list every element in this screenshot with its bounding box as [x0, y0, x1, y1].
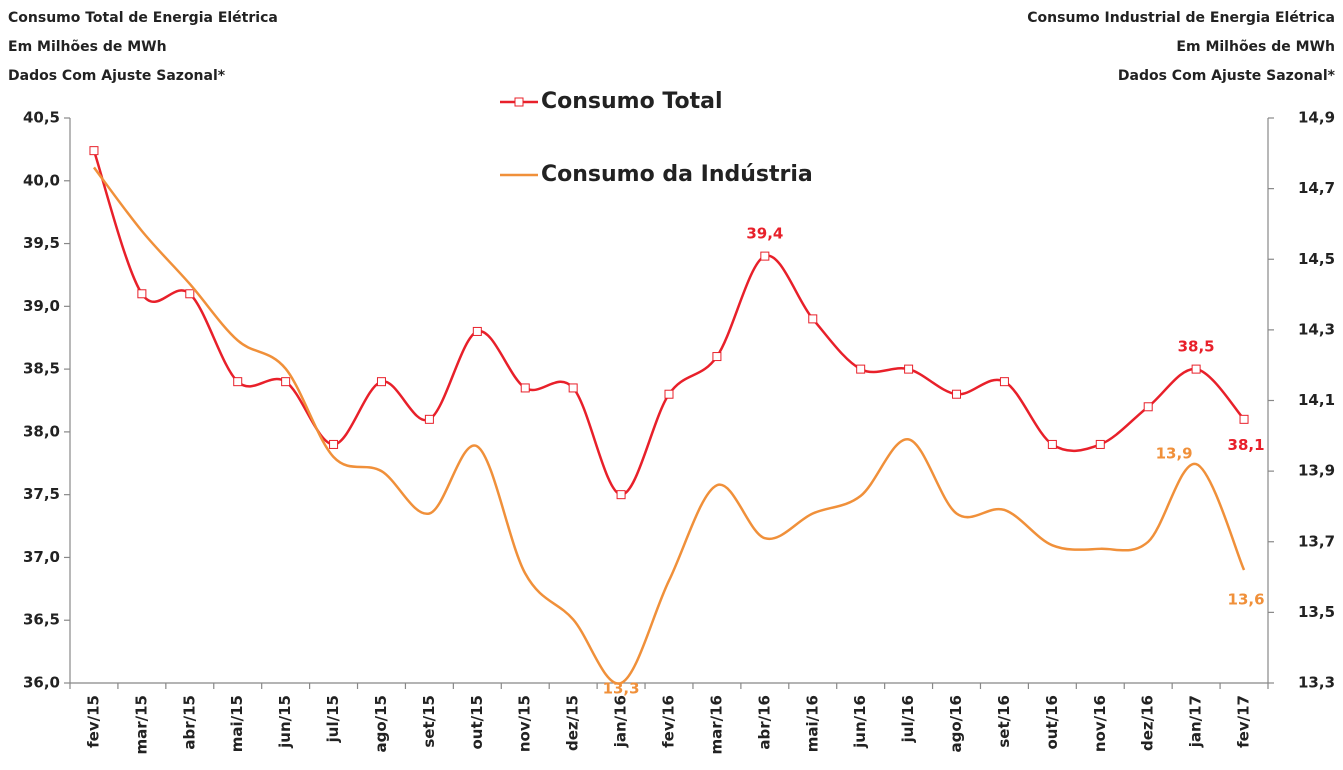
- point-marker: [616, 490, 626, 500]
- right-title: Consumo Industrial de Energia Elétrica: [1027, 10, 1335, 26]
- data-label: 38,1: [1228, 436, 1265, 454]
- legend-marker: [514, 97, 524, 107]
- x-tick-label: jul/16: [899, 695, 917, 743]
- x-tick-label: jun/16: [851, 695, 869, 749]
- point-marker: [520, 383, 530, 393]
- point-marker: [1239, 414, 1249, 424]
- series-line: [92, 166, 1246, 685]
- y2-tick-label: 13,3: [1298, 674, 1335, 692]
- x-tick-label: fev/15: [84, 695, 102, 748]
- x-tick-label: dez/15: [564, 695, 582, 751]
- y-tick-label: 37,5: [23, 485, 60, 503]
- x-tick-label: set/16: [995, 695, 1013, 748]
- x-tick-label: jun/15: [276, 695, 294, 749]
- data-label: 13,3: [603, 680, 640, 698]
- x-tick-label: fev/17: [1235, 695, 1253, 748]
- y2-tick-label: 14,9: [1298, 109, 1335, 127]
- y-tick-label: 39,5: [23, 234, 60, 252]
- y-tick-label: 38,0: [23, 422, 60, 440]
- x-tick-label: mai/15: [228, 695, 246, 752]
- y2-tick-label: 13,7: [1298, 532, 1335, 550]
- left-title: Dados Com Ajuste Sazonal*: [8, 68, 226, 84]
- x-tick-label: nov/16: [1091, 695, 1109, 752]
- right-title: Em Milhões de MWh: [1176, 39, 1335, 55]
- point-marker: [1095, 439, 1105, 449]
- series-line: [92, 150, 1245, 496]
- point-marker: [472, 326, 482, 336]
- x-tick-label: ago/16: [947, 695, 965, 753]
- point-marker: [904, 364, 914, 374]
- point-marker: [1191, 364, 1201, 374]
- x-tick-label: out/16: [1043, 695, 1061, 750]
- point-marker: [376, 377, 386, 387]
- x-tick-label: mai/16: [803, 695, 821, 752]
- x-tick-label: abr/16: [755, 695, 773, 750]
- point-marker: [185, 289, 195, 299]
- point-marker: [281, 377, 291, 387]
- y2-tick-label: 13,5: [1298, 603, 1335, 621]
- left-title: Em Milhões de MWh: [8, 39, 167, 55]
- y2-tick-label: 14,1: [1298, 391, 1335, 409]
- point-marker: [89, 146, 99, 156]
- y-tick-label: 40,5: [23, 109, 60, 127]
- x-tick-label: mar/16: [707, 695, 725, 755]
- legend-label: Consumo Total: [541, 89, 722, 114]
- y-tick-label: 38,5: [23, 360, 60, 378]
- point-marker: [760, 251, 770, 261]
- x-tick-label: nov/15: [516, 695, 534, 752]
- x-tick-label: abr/15: [180, 695, 198, 750]
- x-tick-label: ago/15: [372, 695, 390, 753]
- point-marker: [664, 389, 674, 399]
- legend-label: Consumo da Indústria: [541, 162, 813, 187]
- y2-tick-label: 14,3: [1298, 320, 1335, 338]
- x-tick-label: out/15: [468, 695, 486, 750]
- data-label: 13,6: [1228, 591, 1265, 609]
- x-tick-label: fev/16: [660, 695, 678, 748]
- y2-tick-label: 13,9: [1298, 462, 1335, 480]
- point-marker: [808, 314, 818, 324]
- left-title: Consumo Total de Energia Elétrica: [8, 10, 278, 26]
- y2-tick-label: 14,5: [1298, 250, 1335, 268]
- right-title: Dados Com Ajuste Sazonal*: [1118, 68, 1336, 84]
- point-marker: [424, 414, 434, 424]
- point-marker: [233, 377, 243, 387]
- x-tick-label: jul/15: [324, 695, 342, 743]
- point-marker: [137, 289, 147, 299]
- x-tick-label: jan/17: [1187, 695, 1205, 748]
- x-tick-label: mar/15: [132, 695, 150, 755]
- data-label: 38,5: [1178, 338, 1215, 356]
- point-marker: [712, 352, 722, 362]
- point-marker: [856, 364, 866, 374]
- point-marker: [999, 377, 1009, 387]
- x-tick-label: dez/16: [1139, 695, 1157, 751]
- point-marker: [1047, 439, 1057, 449]
- point-marker: [568, 383, 578, 393]
- point-marker: [1143, 402, 1153, 412]
- x-tick-label: jan/16: [612, 695, 630, 748]
- y-tick-label: 36,0: [23, 674, 60, 692]
- y2-tick-label: 14,7: [1298, 179, 1335, 197]
- x-tick-label: set/15: [420, 695, 438, 748]
- data-label: 13,9: [1156, 445, 1193, 463]
- y-tick-label: 40,0: [23, 171, 60, 189]
- point-marker: [329, 439, 339, 449]
- y-tick-label: 39,0: [23, 297, 60, 315]
- point-marker: [952, 389, 962, 399]
- y-tick-label: 36,5: [23, 611, 60, 629]
- data-label: 39,4: [746, 225, 783, 243]
- y-tick-label: 37,0: [23, 548, 60, 566]
